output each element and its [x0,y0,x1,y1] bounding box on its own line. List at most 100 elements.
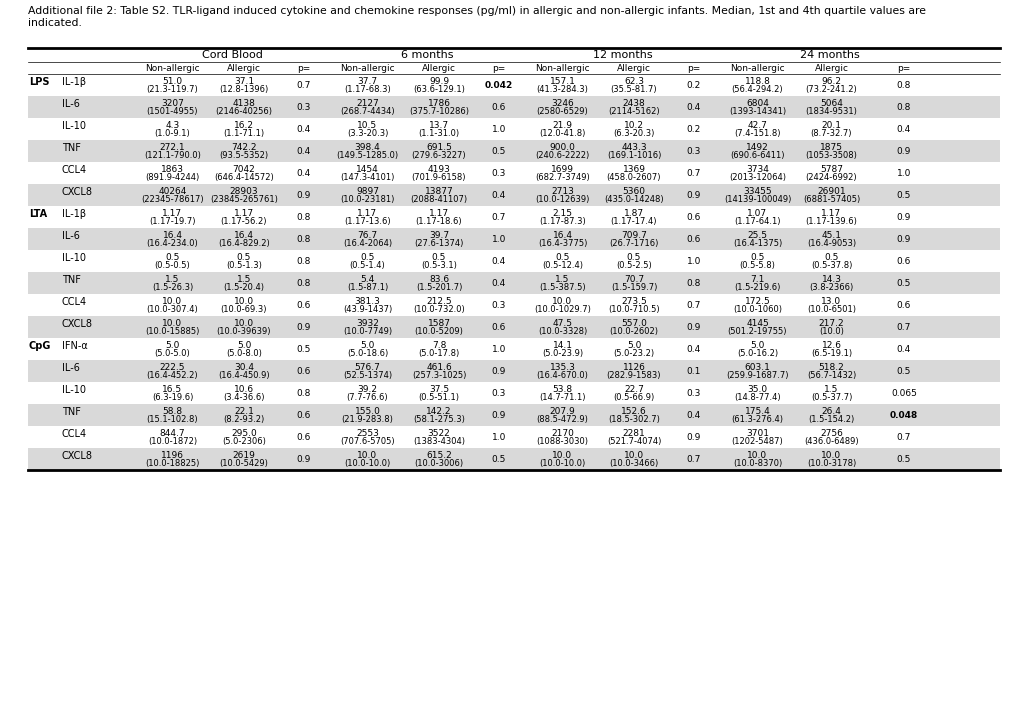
Text: 0.6: 0.6 [297,433,311,442]
Text: (10.0-18825): (10.0-18825) [145,459,200,468]
Text: (21.3-119.7): (21.3-119.7) [147,85,198,94]
Text: 0.5: 0.5 [297,345,311,354]
Text: 99.9: 99.9 [429,77,448,86]
Text: 461.6: 461.6 [426,363,451,372]
Text: 9897: 9897 [356,187,379,196]
Text: 0.3: 0.3 [491,389,505,398]
Text: 16.2: 16.2 [233,121,254,130]
Text: (15.1-102.8): (15.1-102.8) [147,415,198,424]
Text: 155.0: 155.0 [355,407,380,416]
Text: 0.4: 0.4 [686,411,700,420]
Text: (1.17-18.6): (1.17-18.6) [416,217,462,226]
Text: (1.5-20.4): (1.5-20.4) [223,283,264,292]
Text: (8.7-32.7): (8.7-32.7) [810,129,852,138]
Text: 21.9: 21.9 [552,121,572,130]
Text: 4138: 4138 [232,99,255,108]
Text: 0.5: 0.5 [750,253,764,262]
Text: (2088-41107): (2088-41107) [410,195,467,204]
Text: TNF: TNF [62,143,81,153]
Text: 5.0: 5.0 [236,341,251,350]
Text: (1.5-159.7): (1.5-159.7) [610,283,656,292]
Text: (93.5-5352): (93.5-5352) [219,151,268,160]
Text: 157.1: 157.1 [549,77,575,86]
Text: 0.4: 0.4 [686,345,700,354]
Text: (16.4-452.2): (16.4-452.2) [147,371,198,380]
Text: 603.1: 603.1 [744,363,769,372]
Text: (23845-265761): (23845-265761) [210,195,277,204]
Text: 1.5: 1.5 [554,275,570,284]
Text: 24 months: 24 months [799,50,859,60]
Text: 2553: 2553 [356,429,379,438]
Text: 16.5: 16.5 [162,385,182,394]
Text: (16.4-2064): (16.4-2064) [342,239,391,248]
Text: (501.2-19755): (501.2-19755) [727,327,787,336]
Text: 900.0: 900.0 [549,143,575,152]
Text: 0.8: 0.8 [297,257,311,266]
Text: 1.0: 1.0 [491,235,505,244]
Text: (10.0-732.0): (10.0-732.0) [413,305,465,314]
Text: 742.2: 742.2 [231,143,257,152]
Text: 118.8: 118.8 [744,77,769,86]
Text: 0.5: 0.5 [554,253,570,262]
Text: 10.5: 10.5 [357,121,377,130]
Text: 0.5: 0.5 [627,253,641,262]
Text: (16.4-9053): (16.4-9053) [806,239,855,248]
Text: 0.3: 0.3 [297,103,311,112]
Text: 0.6: 0.6 [896,301,910,310]
Text: 26.4: 26.4 [820,407,841,416]
Text: 0.8: 0.8 [297,389,311,398]
Text: 0.9: 0.9 [896,213,910,222]
Text: 12 months: 12 months [592,50,652,60]
Text: Allergic: Allergic [616,64,650,73]
Text: 0.8: 0.8 [686,279,700,288]
Text: 0.4: 0.4 [896,125,910,134]
Text: (3.3-20.3): (3.3-20.3) [346,129,388,138]
Text: (14.8-77.4): (14.8-77.4) [734,393,781,402]
Text: 1369: 1369 [622,165,645,174]
Text: 0.8: 0.8 [297,213,311,222]
Text: 1.17: 1.17 [820,209,841,218]
Text: (6.3-19.6): (6.3-19.6) [152,393,193,402]
Text: 0.5: 0.5 [896,279,910,288]
Text: 33455: 33455 [743,187,771,196]
Text: (10.0-710.5): (10.0-710.5) [607,305,659,314]
Text: (16.4-234.0): (16.4-234.0) [147,239,198,248]
Text: CXCL8: CXCL8 [62,319,93,329]
Text: 5064: 5064 [819,99,842,108]
Text: (10.0-10.0): (10.0-10.0) [539,459,585,468]
Text: (5.0-18.6): (5.0-18.6) [346,349,388,358]
Text: 0.9: 0.9 [491,411,505,420]
Text: 28903: 28903 [229,187,258,196]
Text: 4145: 4145 [745,319,768,328]
Text: 1.07: 1.07 [747,209,767,218]
Text: 0.9: 0.9 [491,367,505,376]
Text: (6.5-19.1): (6.5-19.1) [810,349,851,358]
Text: (21.9-283.8): (21.9-283.8) [341,415,393,424]
Text: (10.0-39639): (10.0-39639) [217,327,271,336]
Text: 0.042: 0.042 [484,81,513,90]
Text: 576.7: 576.7 [355,363,380,372]
Text: TNF: TNF [62,407,81,417]
Text: (646.4-14572): (646.4-14572) [214,173,274,182]
Text: (0.5-37.8): (0.5-37.8) [810,261,851,270]
Text: 14.3: 14.3 [820,275,841,284]
Text: 0.5: 0.5 [896,367,910,376]
Text: (1.5-154.2): (1.5-154.2) [808,415,854,424]
Text: 76.7: 76.7 [357,231,377,240]
Text: 2438: 2438 [622,99,645,108]
Text: 12.6: 12.6 [820,341,841,350]
Text: 0.5: 0.5 [165,253,179,262]
Text: (56.4-294.2): (56.4-294.2) [731,85,783,94]
Text: (27.6-1374): (27.6-1374) [414,239,464,248]
Text: 381.3: 381.3 [355,297,380,306]
Text: (10.0-1872): (10.0-1872) [148,437,197,446]
Text: 39.7: 39.7 [429,231,448,240]
Text: 709.7: 709.7 [621,231,646,240]
Text: 0.9: 0.9 [297,191,311,200]
Text: 0.065: 0.065 [891,389,916,398]
Text: (43.9-1437): (43.9-1437) [342,305,391,314]
Text: 5787: 5787 [819,165,842,174]
Text: (10.0-15885): (10.0-15885) [145,327,200,336]
Text: (16.4-3775): (16.4-3775) [537,239,587,248]
Bar [28,272,999,294]
